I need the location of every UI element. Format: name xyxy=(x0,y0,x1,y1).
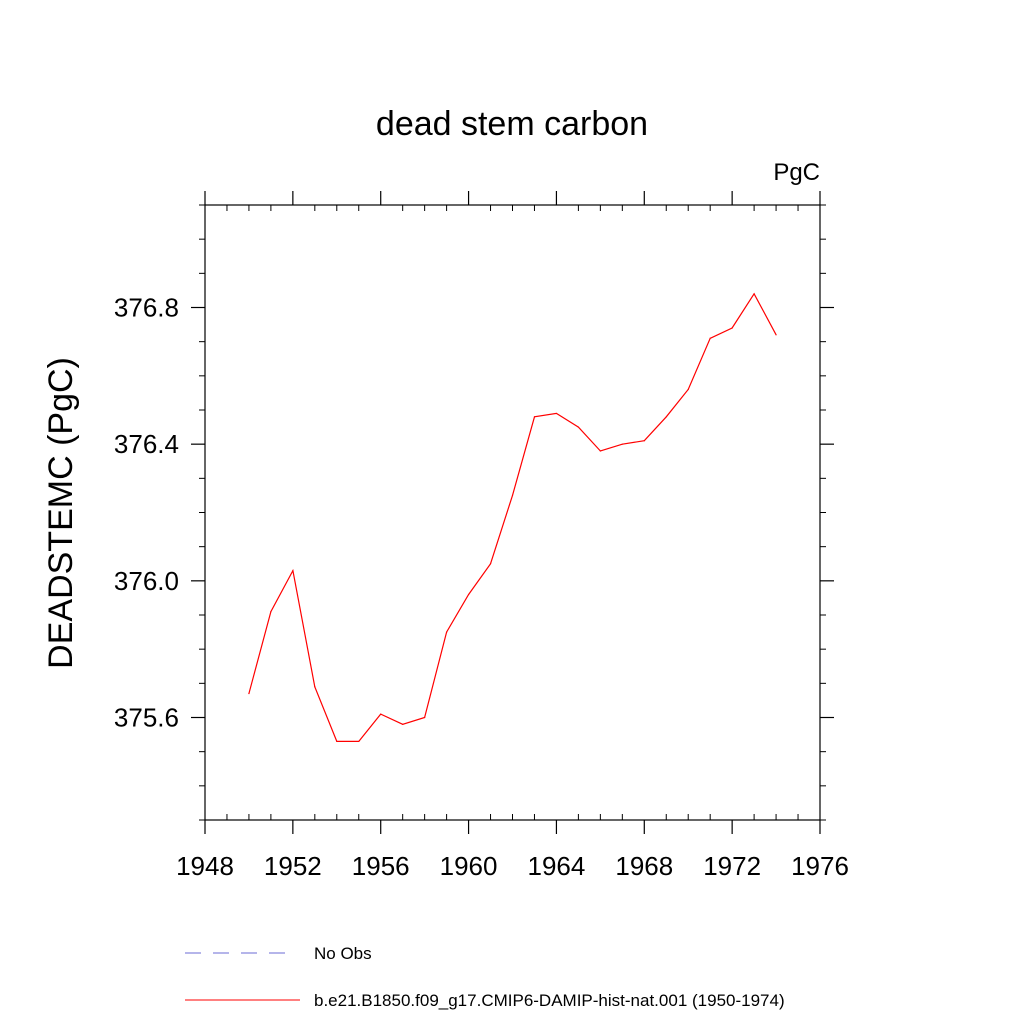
legend: No Obs b.e21.B1850.f09_g17.CMIP6-DAMIP-h… xyxy=(185,944,785,1010)
units-label: PgC xyxy=(773,159,820,186)
data-point xyxy=(753,293,755,295)
data-point xyxy=(775,334,777,336)
data-point xyxy=(446,631,448,633)
y-tick-label: 376.0 xyxy=(114,566,179,596)
data-point xyxy=(621,443,623,445)
y-axis-label: DEADSTEMC (PgC) xyxy=(42,357,80,669)
x-tick-label: 1956 xyxy=(352,851,410,881)
x-tick-label: 1960 xyxy=(440,851,498,881)
data-point xyxy=(248,692,250,695)
data-point xyxy=(314,686,316,688)
data-point xyxy=(489,563,492,565)
series-layer xyxy=(248,292,777,743)
data-point xyxy=(336,740,338,743)
data-point xyxy=(511,494,514,497)
data-point xyxy=(555,412,558,415)
data-point xyxy=(292,569,294,572)
data-point xyxy=(687,388,689,391)
data-point xyxy=(270,610,272,613)
data-point xyxy=(709,337,711,339)
data-point xyxy=(577,426,579,428)
data-point xyxy=(665,416,667,418)
series-line-0 xyxy=(248,292,777,743)
x-tick-label: 1976 xyxy=(791,851,849,881)
data-point xyxy=(643,440,645,442)
x-tick-label: 1968 xyxy=(615,851,673,881)
y-tick-label: 376.8 xyxy=(114,293,179,323)
legend-label-no-obs: No Obs xyxy=(314,944,372,963)
data-point xyxy=(731,327,733,329)
x-tick-label: 1948 xyxy=(176,851,234,881)
x-tick-label: 1964 xyxy=(528,851,586,881)
y-tick-label: 376.4 xyxy=(114,429,179,459)
data-point xyxy=(467,593,470,596)
data-point xyxy=(380,713,382,715)
axis-ticks xyxy=(191,191,834,834)
plot-frame xyxy=(204,204,821,821)
x-tick-label: 1952 xyxy=(264,851,322,881)
data-point xyxy=(402,723,404,725)
y-tick-label: 375.6 xyxy=(114,703,179,733)
x-tick-label: 1972 xyxy=(703,851,761,881)
axis-tick-labels: 1948 1952 1956 1960 1964 1968 1972 1976 375.6 376… xyxy=(114,293,849,882)
data-point xyxy=(424,716,426,719)
chart-title: dead stem carbon xyxy=(376,105,648,143)
data-point xyxy=(358,740,360,743)
legend-label-model-run: b.e21.B1850.f09_g17.CMIP6-DAMIP-hist-nat… xyxy=(314,991,785,1010)
data-point xyxy=(533,416,536,418)
data-point xyxy=(599,450,601,452)
